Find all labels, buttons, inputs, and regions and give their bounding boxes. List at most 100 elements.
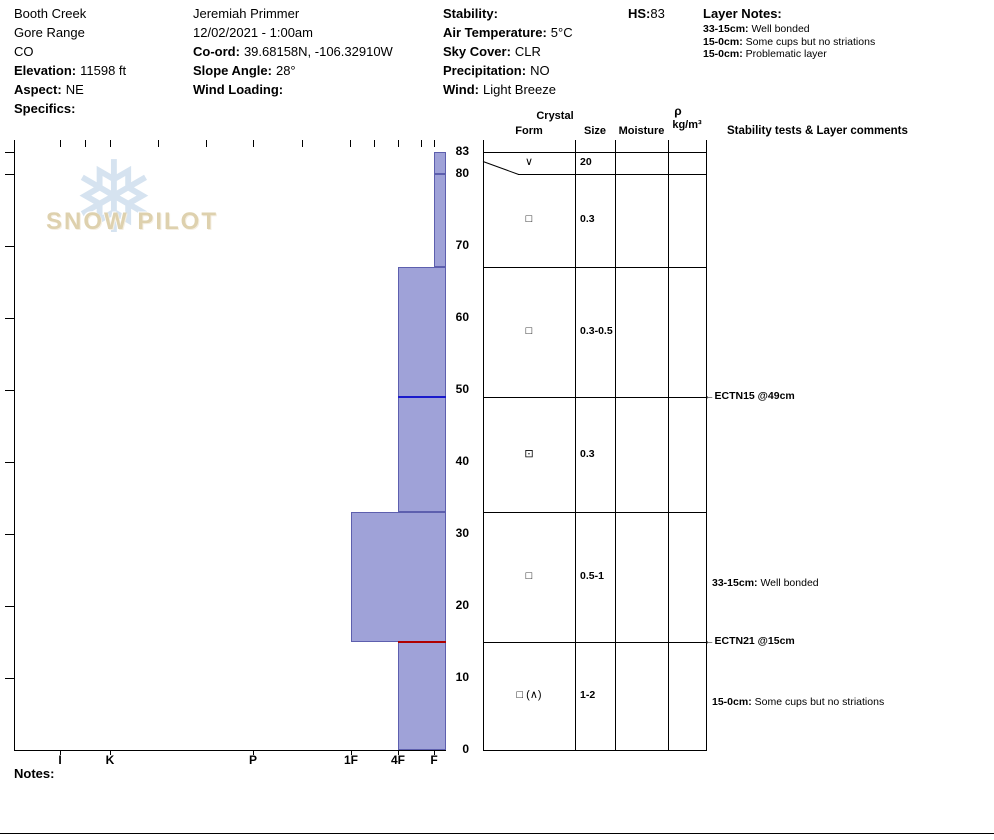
table-row-line — [483, 396, 707, 398]
depth-axis-label: 83 — [455, 144, 469, 158]
crystal-group-header: Crystal — [536, 110, 574, 122]
snow-layer-bar — [398, 267, 446, 397]
hardness-bottom-tick — [398, 750, 399, 755]
elevation-row: Elevation: 11598 ft — [14, 61, 126, 80]
hardness-axis-label: K — [105, 753, 115, 767]
hardness-top-tick — [434, 140, 435, 147]
grain-form-symbol: □ (∧) — [516, 688, 542, 701]
conditions-block: Stability: Air Temperature: 5°C Sky Cover… — [443, 4, 573, 99]
depth-tick — [5, 677, 14, 679]
hardness-bottom-tick — [434, 750, 435, 755]
wind-value: Light Breeze — [482, 82, 556, 97]
hardness-axis-label: 4F — [390, 753, 405, 767]
snow-layer-bar — [351, 512, 446, 642]
depth-tick — [5, 173, 14, 175]
observer-name: Jeremiah Primmer — [193, 6, 300, 21]
depth-tick — [5, 245, 14, 247]
hardness-top-tick — [206, 140, 207, 147]
hardness-bottom-tick — [253, 750, 254, 755]
wind-row: Wind: Light Breeze — [443, 80, 573, 99]
stability-comments-header: Stability tests & Layer comments — [727, 125, 908, 137]
table-row-line — [518, 173, 707, 175]
table-row-line — [483, 512, 707, 514]
depth-axis-label: 80 — [455, 165, 469, 180]
elevation-label: Elevation: — [14, 63, 77, 78]
grain-form-symbol: □ — [525, 325, 533, 338]
grain-form-symbol: ∨ — [524, 155, 534, 168]
hardness-bottom-tick — [351, 750, 352, 755]
specifics-label: Specifics: — [14, 101, 76, 116]
observation-datetime: 12/02/2021 - 1:00am — [193, 25, 313, 40]
depth-tick — [5, 605, 14, 607]
coord-row: Co-ord: 39.68158N, -106.32910W — [193, 42, 393, 61]
depth-tick — [5, 317, 14, 319]
hardness-top-tick — [374, 140, 375, 147]
layer-comment: 33-15cm: Well bonded — [712, 577, 819, 589]
table-column-line — [668, 140, 669, 750]
table-column-line — [615, 140, 616, 750]
hardness-top-tick — [421, 140, 422, 147]
grain-size-value: 20 — [580, 155, 592, 168]
hardness-top-tick — [350, 140, 351, 147]
elevation-value: 11598 ft — [80, 63, 127, 78]
hardness-axis-label: I — [58, 753, 62, 767]
grain-form-symbol: □ — [525, 213, 533, 226]
depth-axis-label: 70 — [455, 237, 469, 252]
air-temp-label: Air Temperature: — [443, 25, 547, 40]
table-row-line — [483, 152, 707, 153]
site-range: Gore Range — [14, 25, 85, 40]
grain-size-value: 1-2 — [580, 688, 596, 701]
stability-test-line — [398, 395, 446, 398]
hardness-top-tick — [398, 140, 399, 147]
stability-label: Stability: — [443, 6, 498, 21]
depth-tick — [5, 533, 14, 535]
air-temp-row: Air Temperature: 5°C — [443, 23, 573, 42]
layer-comment: 15-0cm: Some cups but no striations — [712, 696, 884, 708]
size-column-header: Size — [583, 125, 606, 137]
depth-tick — [5, 152, 14, 153]
specifics-row: Specifics: — [14, 99, 126, 118]
snow-layer-bar — [398, 396, 446, 513]
layer-notes-block: Layer Notes: 33-15cm: Well bonded 15-0cm… — [703, 4, 875, 61]
depth-axis-line — [14, 140, 15, 750]
hardness-top-tick — [60, 140, 61, 147]
stability-test-annotation: ←ECTN21 @15cm — [704, 635, 795, 647]
hardness-axis-line — [14, 750, 446, 751]
moisture-column-header: Moisture — [618, 125, 665, 137]
density-unit-header: kg/m³ — [672, 119, 702, 131]
hardness-axis-label: P — [248, 753, 257, 767]
depth-axis-label: 0 — [462, 742, 469, 756]
layer-note-range: 33-15cm: — [703, 23, 749, 35]
watermark-text: SNOW PILOT — [46, 208, 218, 235]
table-column-line — [706, 140, 707, 750]
aspect-value: NE — [65, 82, 84, 97]
sky-cover-row: Sky Cover: CLR — [443, 42, 573, 61]
test-result-label: ECTN15 @49cm — [714, 389, 795, 402]
slope-angle-row: Slope Angle: 28° — [193, 61, 393, 80]
layer-note: 15-0cm: Problematic layer — [703, 48, 875, 61]
notes-label: Notes: — [14, 766, 55, 781]
grain-size-value: 0.5-1 — [580, 570, 604, 583]
density-symbol-header: ρ — [674, 104, 682, 118]
hs-label: HS: — [628, 6, 651, 21]
hardness-bottom-tick — [60, 750, 61, 755]
bottom-rule — [0, 833, 994, 834]
hardness-top-tick — [85, 140, 86, 147]
depth-tick — [5, 389, 14, 391]
table-row-line — [483, 267, 707, 269]
wind-loading-row: Wind Loading: — [193, 80, 393, 99]
snowpilot-watermark: ❅ SNOW PILOT — [40, 148, 220, 277]
form-column-header: Form — [515, 125, 543, 137]
site-name: Booth Creek — [14, 6, 87, 21]
table-column-line — [483, 140, 484, 750]
layer-note-text: Well bonded — [751, 23, 810, 35]
slope-angle-label: Slope Angle: — [193, 63, 272, 78]
grain-size-value: 0.3 — [580, 447, 595, 460]
depth-tick — [5, 461, 14, 463]
depth-axis-label: 10 — [455, 669, 469, 684]
hardness-top-tick — [110, 140, 111, 147]
hardness-top-tick — [302, 140, 303, 147]
snow-layer-bar — [398, 641, 446, 750]
layer-note: 33-15cm: Well bonded — [703, 23, 875, 36]
